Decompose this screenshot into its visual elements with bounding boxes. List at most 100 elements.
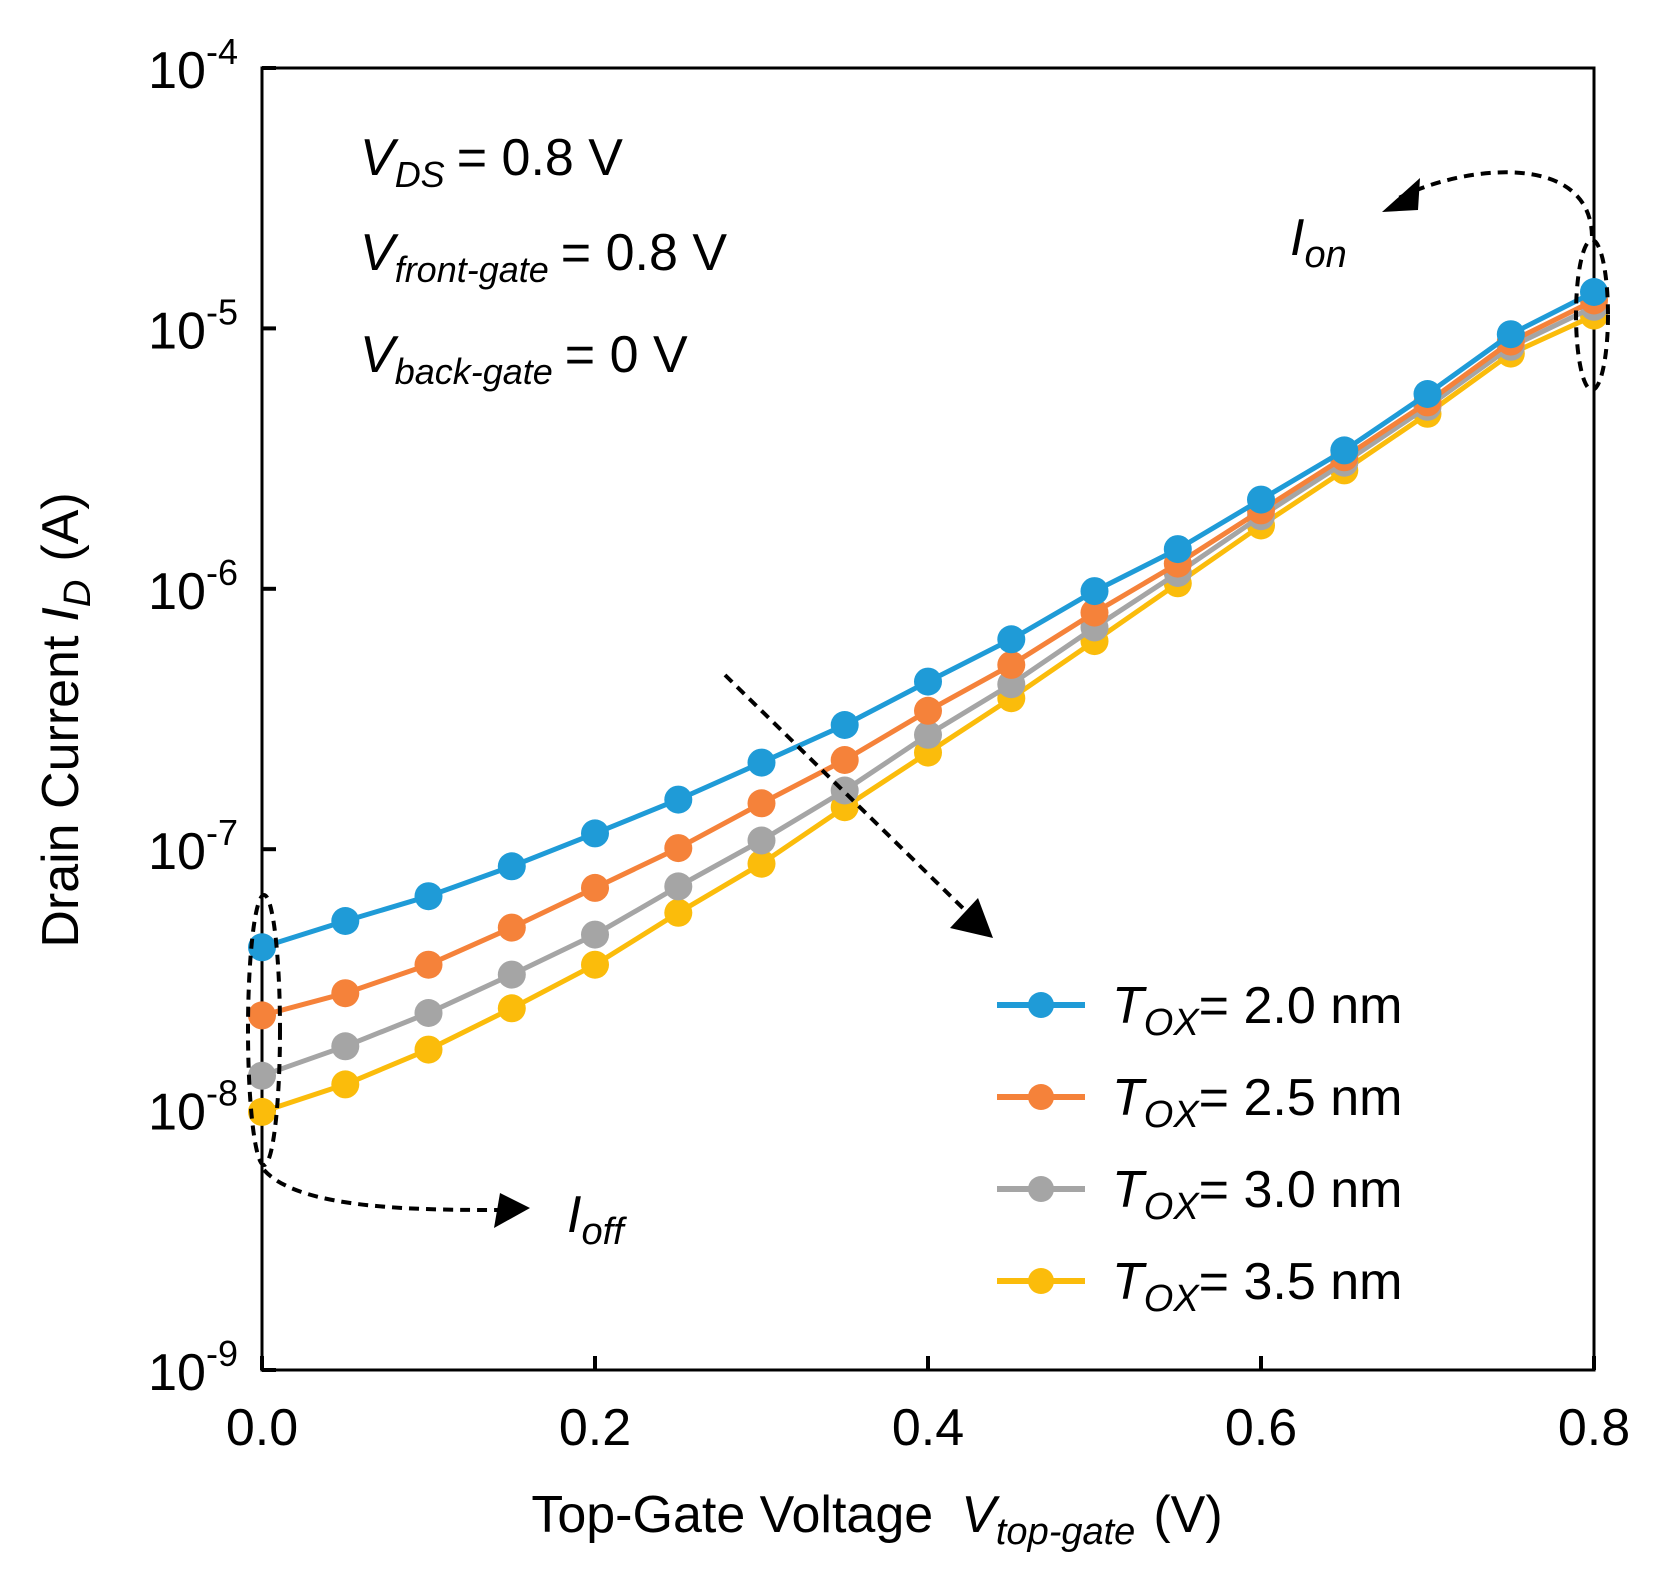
data-point: [331, 1070, 360, 1099]
data-point: [331, 1032, 360, 1061]
data-point: [664, 898, 693, 927]
ion-annotation: Ion: [1290, 170, 1610, 392]
data-point: [331, 979, 360, 1008]
ioff-arrow: [262, 1168, 506, 1212]
data-point: [1080, 598, 1109, 627]
ioff-annotation: Ioff: [246, 893, 627, 1253]
legend: TOX= 2.0 nm TOX= 2.5 nm TOX= 3.0 nm TOX= 3.…: [997, 977, 1402, 1320]
data-point: [747, 826, 776, 855]
condition-vds: VDS = 0.8 V: [360, 129, 623, 195]
data-point: [414, 950, 443, 979]
data-point: [1163, 535, 1192, 564]
legend-item: TOX= 3.5 nm: [997, 1253, 1402, 1320]
data-point: [1413, 380, 1442, 408]
data-point: [914, 696, 942, 725]
x-tick-label: 0.4: [892, 1399, 964, 1457]
y-tick-exp: -9: [206, 1333, 238, 1374]
condition-vfront: Vfront-gate = 0.8 V: [360, 224, 727, 290]
legend-swatch-marker: [1028, 1084, 1054, 1110]
data-point: [830, 776, 859, 805]
x-axis-title: Top-Gate Voltage Vtop-gate (V): [531, 1486, 1222, 1553]
data-point: [248, 1097, 276, 1126]
y-tick-label: 10-6: [148, 552, 238, 621]
y-tick-label: 10-8: [148, 1073, 238, 1142]
data-point: [581, 819, 609, 848]
series-2: [248, 286, 1608, 1030]
y-tick-exp: -7: [206, 812, 238, 853]
data-point: [414, 882, 443, 911]
y-tick-exp: -6: [206, 552, 238, 593]
data-point: [1330, 436, 1359, 465]
data-point: [1496, 320, 1525, 349]
data-point: [497, 852, 526, 881]
conditions-block: VDS = 0.8 V Vfront-gate = 0.8 V Vback-gate…: [360, 129, 727, 392]
data-point: [414, 999, 443, 1027]
series-line: [261, 298, 1596, 1018]
data-point: [581, 873, 609, 902]
y-tick-exp: -4: [206, 31, 238, 72]
y-tick-base: 10: [148, 42, 206, 100]
data-point: [747, 849, 776, 878]
y-tick-base: 10: [148, 1344, 206, 1402]
series-1: [248, 278, 1608, 962]
y-tick-label: 10-7: [148, 812, 238, 881]
data-point: [664, 872, 693, 901]
ion-ellipse: [1574, 238, 1610, 392]
data-point: [497, 994, 526, 1023]
data-point: [664, 785, 693, 814]
legend-item: TOX= 2.5 nm: [997, 1069, 1402, 1136]
data-point: [747, 789, 776, 818]
data-point: [1247, 485, 1275, 514]
data-point: [664, 834, 693, 863]
x-tick-label: 0.6: [1225, 1399, 1297, 1457]
data-point: [747, 748, 776, 777]
trend-arrow: [723, 673, 993, 938]
y-tick-base: 10: [148, 302, 206, 360]
condition-vback: Vback-gate = 0 V: [360, 326, 688, 392]
ioff-arrowhead: [494, 1193, 530, 1228]
ion-label: Ion: [1290, 209, 1347, 276]
y-tick-base: 10: [148, 563, 206, 621]
data-point: [331, 907, 360, 935]
data-point: [830, 711, 859, 739]
series-layer: [248, 278, 1608, 1126]
y-axis-ticks: 10-910-810-710-610-510-4: [148, 31, 276, 1402]
ioff-ellipse: [246, 893, 282, 1167]
y-tick-exp: -5: [206, 291, 238, 332]
data-point: [414, 1035, 443, 1064]
data-point: [497, 913, 526, 942]
data-point: [581, 950, 609, 979]
y-tick-base: 10: [148, 1084, 206, 1142]
legend-swatch-marker: [1028, 1268, 1054, 1294]
data-point: [830, 746, 859, 774]
x-axis-ticks: 0.0 0.2 0.4 0.6 0.8: [226, 1356, 1630, 1457]
data-point: [248, 933, 276, 962]
y-tick-label: 10-9: [148, 1333, 238, 1402]
legend-item: TOX= 2.0 nm: [997, 977, 1402, 1044]
legend-item: TOX= 3.0 nm: [997, 1161, 1402, 1228]
y-tick-label: 10-5: [148, 291, 238, 360]
data-point: [248, 1061, 276, 1090]
y-axis-title: Drain CurrentID(A): [32, 492, 99, 947]
y-tick-base: 10: [148, 823, 206, 881]
data-point: [581, 920, 609, 949]
legend-swatch-marker: [1028, 1176, 1054, 1202]
legend-label: TOX= 2.0 nm: [1112, 977, 1402, 1044]
legend-label: TOX= 3.5 nm: [1112, 1253, 1402, 1320]
data-point: [1080, 577, 1109, 606]
ion-arrowhead: [1382, 178, 1420, 212]
data-point: [997, 650, 1026, 679]
x-tick-label: 0.2: [559, 1399, 631, 1457]
data-point: [914, 720, 942, 749]
legend-label: TOX= 2.5 nm: [1112, 1069, 1402, 1136]
data-point: [497, 960, 526, 989]
y-tick-label: 10-4: [148, 31, 238, 100]
data-point: [1580, 278, 1608, 306]
x-tick-label: 0.8: [1558, 1399, 1630, 1457]
y-tick-exp: -8: [206, 1073, 238, 1114]
ioff-label: Ioff: [567, 1186, 627, 1253]
legend-swatch-marker: [1028, 992, 1054, 1018]
data-point: [997, 625, 1026, 654]
x-tick-label: 0.0: [226, 1399, 298, 1457]
